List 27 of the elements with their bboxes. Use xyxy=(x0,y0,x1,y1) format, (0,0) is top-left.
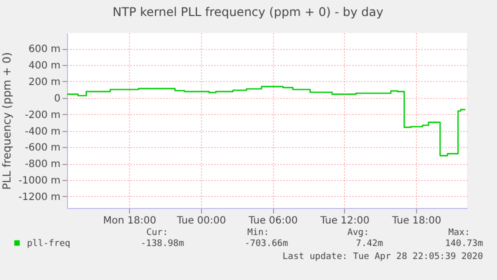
chart-title: NTP kernel PLL frequency (ppm + 0) - by day xyxy=(112,5,384,19)
text: -138.98m xyxy=(140,239,184,249)
y-tick-label: -200 m xyxy=(24,110,60,121)
y-tick-label: -1000 m xyxy=(18,176,60,187)
x-tick-label: Tue 12:00 xyxy=(319,216,370,226)
y-tick-label: 0 xyxy=(54,93,60,104)
text: Cur: xyxy=(146,228,168,238)
y-tick-label: 200 m xyxy=(28,76,60,88)
y-tick-label: -1200 m xyxy=(18,192,60,203)
y-tick-label: 400 m xyxy=(28,60,60,72)
legend-label: pll-freq xyxy=(27,239,70,249)
x-tick-label: Mon 18:00 xyxy=(103,216,156,226)
y-tick-label: 600 m xyxy=(28,44,60,56)
text: Last update: Tue Apr 28 22:05:39 2020 xyxy=(282,252,483,262)
x-tick-label: Tue 00:00 xyxy=(176,216,226,226)
y-tick-label: -400 m xyxy=(24,126,60,138)
text: 140.73m xyxy=(445,239,483,249)
y-tick-label: -800 m xyxy=(24,159,60,170)
text: Avg: xyxy=(347,228,369,238)
text: 7.42m xyxy=(356,239,383,249)
x-tick-label: Tue 06:00 xyxy=(248,216,298,226)
y-axis-title: PLL frequency (ppm + 0) xyxy=(0,52,14,190)
x-tick-label: Tue 18:00 xyxy=(391,216,442,226)
y-tick-label: -600 m xyxy=(24,142,60,154)
text: -703.66m xyxy=(244,239,288,249)
text: Max: xyxy=(448,228,470,238)
text: Min: xyxy=(247,228,269,238)
